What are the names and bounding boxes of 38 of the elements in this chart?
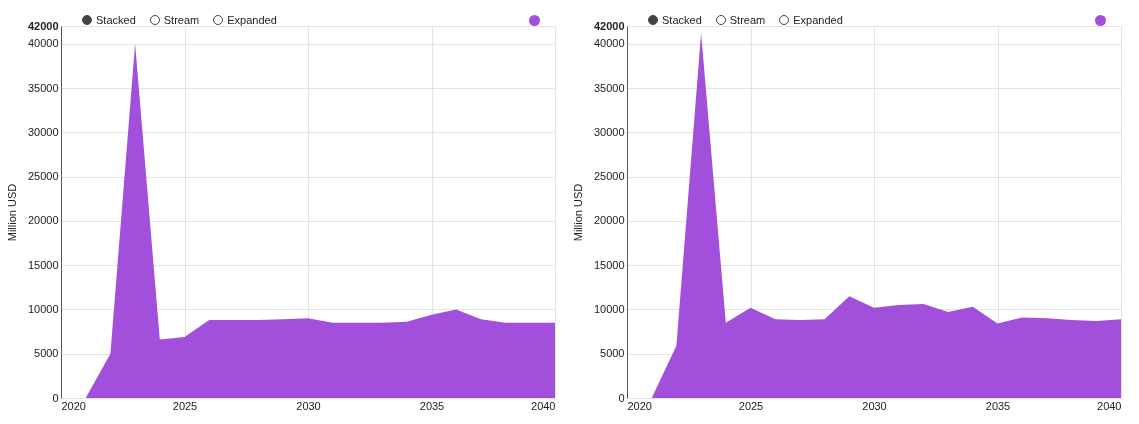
x-tick-label: 2020 <box>61 399 86 412</box>
y-axis-title: Million USD <box>571 183 584 242</box>
y-axis-title: Million USD <box>5 183 18 242</box>
y-tick-label: 20000 <box>27 214 59 227</box>
x-tick-label: 2030 <box>862 399 887 412</box>
text: Expanded <box>793 13 843 27</box>
y-tick-label: 0 <box>52 391 59 404</box>
y-tick-label: 35000 <box>27 81 59 94</box>
x-tick-label: 2040 <box>1097 399 1122 412</box>
y-tick-label: 30000 <box>593 125 625 138</box>
y-tick-label: 20000 <box>593 214 625 227</box>
y-tick-label: 25000 <box>27 170 59 183</box>
y-tick-label: 40000 <box>593 37 625 50</box>
y-tick-label: 42000 <box>593 19 625 32</box>
y-tick-label: 30000 <box>27 125 59 138</box>
text: Stream <box>729 13 766 27</box>
x-tick-label: 2035 <box>985 399 1011 412</box>
x-tick-label: 2035 <box>419 399 445 412</box>
y-tick-label: 25000 <box>593 170 625 183</box>
y-tick-label: 5000 <box>600 347 625 360</box>
text: Stacked <box>662 13 702 27</box>
x-tick-label: 2040 <box>531 399 556 412</box>
x-tick-label: 2025 <box>738 399 764 412</box>
x-tick-label: 2020 <box>627 399 652 412</box>
text: Expanded <box>227 13 277 27</box>
x-tick-label: 2030 <box>296 399 321 412</box>
y-tick-label: 15000 <box>593 258 625 271</box>
y-tick-label: 42000 <box>27 19 59 32</box>
y-tick-label: 10000 <box>593 302 625 315</box>
y-tick-label: 35000 <box>593 81 625 94</box>
text: Stream <box>163 13 200 27</box>
y-tick-label: 15000 <box>27 258 59 271</box>
y-tick-label: 10000 <box>27 302 59 315</box>
y-tick-label: 5000 <box>34 347 59 360</box>
text: Stacked <box>96 13 136 27</box>
y-tick-label: 40000 <box>27 37 59 50</box>
y-tick-label: 0 <box>618 391 625 404</box>
x-tick-label: 2025 <box>172 399 198 412</box>
